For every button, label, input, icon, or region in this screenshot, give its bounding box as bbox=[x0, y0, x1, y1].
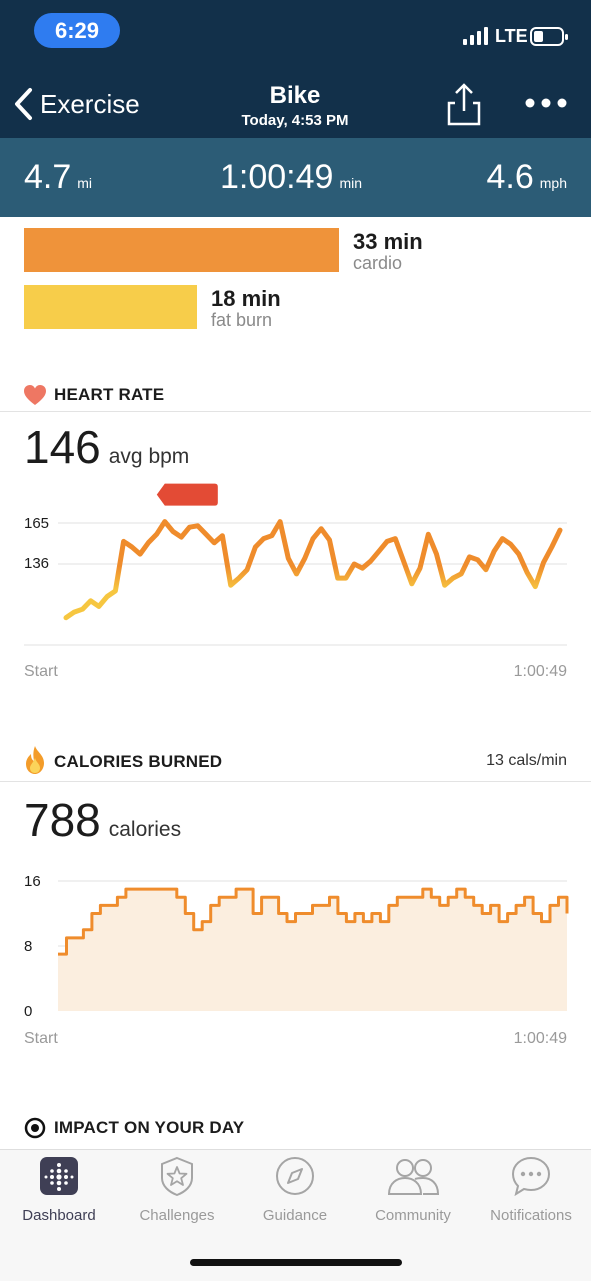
flame-icon bbox=[26, 746, 44, 774]
target-icon bbox=[24, 1117, 46, 1139]
hr-ytick-136: 136 bbox=[24, 555, 50, 572]
calories-title: CALORIES BURNED bbox=[54, 752, 223, 771]
divider bbox=[0, 411, 591, 412]
more-options-icon[interactable] bbox=[524, 96, 568, 110]
fat-burn-zone-bar bbox=[24, 285, 197, 329]
speed-stat: 4.6 mph bbox=[487, 158, 568, 197]
hr-xtick-start: Start bbox=[24, 663, 58, 680]
status-time-pill: 6:29 bbox=[34, 13, 120, 48]
tab-guidance-label: Guidance bbox=[262, 1207, 328, 1224]
tab-community[interactable]: Community bbox=[354, 1156, 472, 1224]
tab-dashboard[interactable]: Dashboard bbox=[0, 1156, 118, 1224]
avg-heart-rate: 146 avg bpm bbox=[24, 420, 189, 474]
battery-icon bbox=[530, 27, 568, 46]
duration-unit: min bbox=[339, 175, 363, 191]
hr-xtick-end: 1:00:49 bbox=[513, 663, 567, 680]
cardio-zone-bar bbox=[24, 228, 339, 272]
tab-challenges[interactable]: Challenges bbox=[118, 1156, 236, 1224]
network-label: LTE bbox=[495, 26, 528, 46]
calories-line bbox=[58, 887, 569, 956]
heart-rate-line bbox=[63, 519, 563, 621]
dashboard-icon bbox=[40, 1157, 78, 1195]
impact-title: IMPACT ON YOUR DAY bbox=[54, 1118, 245, 1137]
speed-unit: mph bbox=[539, 175, 567, 191]
heart-icon bbox=[24, 385, 46, 405]
duration-value: 1:00:49 bbox=[220, 158, 334, 196]
workout-stats-bar: 4.7 mi 1:00:49 min 4.6 mph bbox=[0, 138, 591, 217]
chevron-left-icon bbox=[15, 88, 32, 120]
star-badge-icon bbox=[161, 1156, 193, 1197]
total-calories: 788 calories bbox=[24, 793, 181, 847]
tab-notifications-label: Notifications bbox=[490, 1207, 572, 1224]
tab-guidance[interactable]: Guidance bbox=[236, 1156, 354, 1224]
cal-ytick-16: 16 bbox=[24, 873, 41, 890]
heart-rate-chart: 177 bbox=[24, 483, 567, 646]
peak-value: 177 bbox=[104, 487, 128, 503]
calories-area bbox=[58, 889, 567, 1011]
hr-ytick-165: 165 bbox=[24, 515, 50, 532]
fat-burn-zone-value: 18 min bbox=[211, 286, 281, 311]
cal-xtick-end: 1:00:49 bbox=[513, 1030, 567, 1047]
compass-icon bbox=[276, 1157, 314, 1195]
home-indicator bbox=[190, 1259, 402, 1266]
cardio-zone-value: 33 min bbox=[353, 229, 423, 254]
speed-value: 4.6 bbox=[486, 158, 534, 196]
signal-icon bbox=[463, 27, 488, 45]
distance-stat: 4.7 mi bbox=[24, 158, 92, 197]
distance-value: 4.7 bbox=[24, 158, 72, 196]
calories-value: 788 bbox=[24, 794, 101, 846]
cal-xtick-start: Start bbox=[24, 1030, 58, 1047]
back-label: Exercise bbox=[40, 88, 140, 119]
calories-chart bbox=[58, 880, 569, 1011]
divider bbox=[0, 781, 591, 782]
back-button[interactable]: Exercise bbox=[12, 84, 140, 124]
tab-community-label: Community bbox=[375, 1207, 451, 1224]
fat-burn-zone-label: fat burn bbox=[211, 310, 273, 330]
avg-bpm-unit: avg bpm bbox=[108, 445, 190, 468]
calorie-rate: 13 cals/min bbox=[486, 752, 567, 769]
page-title: Bike bbox=[269, 82, 321, 109]
page-subtitle: Today, 4:53 PM bbox=[241, 112, 349, 129]
share-icon[interactable] bbox=[446, 81, 482, 127]
distance-unit: mi bbox=[77, 175, 93, 191]
heart-rate-title: HEART RATE bbox=[54, 385, 165, 404]
tab-challenges-label: Challenges bbox=[139, 1207, 215, 1224]
tab-dashboard-label: Dashboard bbox=[22, 1207, 96, 1224]
cardio-zone-label: cardio bbox=[353, 253, 403, 273]
tab-notifications[interactable]: Notifications bbox=[472, 1156, 590, 1224]
calories-unit: calories bbox=[108, 818, 182, 841]
avg-bpm-value: 146 bbox=[24, 421, 101, 473]
cal-ytick-0: 0 bbox=[24, 1003, 33, 1020]
peak-marker: 177 bbox=[104, 483, 218, 506]
people-icon bbox=[387, 1159, 440, 1195]
status-time: 6:29 bbox=[54, 17, 100, 43]
cal-ytick-8: 8 bbox=[24, 938, 33, 955]
speech-bubble-icon bbox=[511, 1156, 551, 1197]
duration-stat: 1:00:49 min bbox=[220, 158, 362, 197]
